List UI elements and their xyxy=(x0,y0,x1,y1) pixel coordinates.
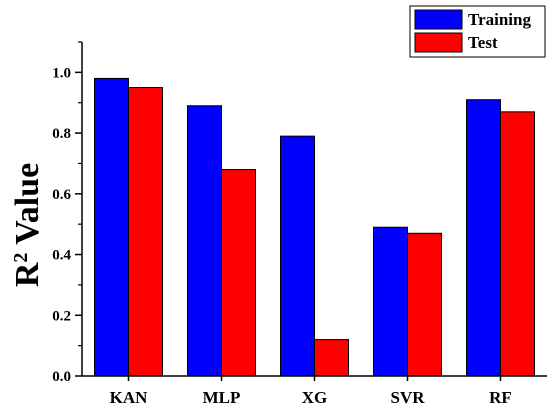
x-tick-label-mlp: MLP xyxy=(203,388,241,407)
legend-label-training: Training xyxy=(468,10,531,29)
y-tick-label: 0.2 xyxy=(52,308,71,324)
x-tick-label-kan: KAN xyxy=(110,388,149,407)
legend: Training Test xyxy=(409,5,546,58)
bar-test-svr xyxy=(407,232,442,377)
x-tick-label-xg: XG xyxy=(302,388,328,407)
y-axis-label: R2 Value xyxy=(9,163,46,287)
legend-label-test: Test xyxy=(468,33,498,52)
bar-test-xg xyxy=(314,339,349,377)
bar-training-rf xyxy=(466,99,501,377)
x-tick-label-rf: RF xyxy=(489,388,512,407)
y-tick-label: 1.0 xyxy=(52,65,71,81)
bar-training-mlp xyxy=(187,105,222,377)
legend-swatch-test xyxy=(414,32,463,53)
bars-layer xyxy=(94,77,535,377)
axes-layer: KAN MLP XG SVR RF 0.0 0.2 0.4 0.6 0.8 1.0 xyxy=(52,41,547,407)
y-tick-label: 0.6 xyxy=(52,187,71,203)
bar-training-svr xyxy=(373,226,408,377)
bar-test-kan xyxy=(128,87,163,377)
bar-training-kan xyxy=(94,77,129,377)
y-tick-label: 0.4 xyxy=(52,248,71,264)
bar-training-xg xyxy=(280,135,315,377)
y-tick-label: 0.0 xyxy=(52,369,71,385)
y-tick-label: 0.8 xyxy=(52,126,71,142)
bar-test-rf xyxy=(500,111,535,377)
legend-swatch-training xyxy=(414,9,463,30)
x-tick-label-svr: SVR xyxy=(390,388,425,407)
bar-test-mlp xyxy=(221,169,256,377)
